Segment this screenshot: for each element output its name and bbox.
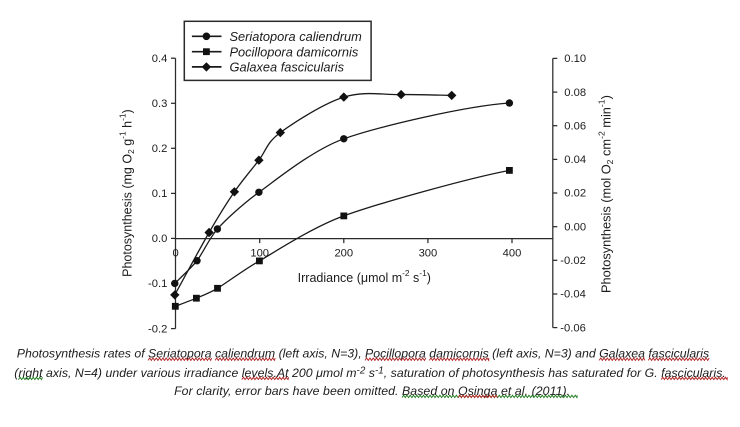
svg-text:0.08: 0.08 (564, 87, 586, 99)
svg-text:0.4: 0.4 (152, 53, 168, 65)
svg-text:0.00: 0.00 (564, 221, 586, 233)
svg-text:Photosynthesis (mg O2 g-1 h-1): Photosynthesis (mg O2 g-1 h-1) (118, 109, 137, 277)
svg-text:Photosynthesis rates of Seriat: Photosynthesis rates of Seriatopora cali… (17, 347, 709, 361)
svg-text:For clarity, error bars have b: For clarity, error bars have been omitte… (174, 384, 570, 398)
svg-text:-0.2: -0.2 (148, 323, 167, 335)
svg-text:-0.04: -0.04 (560, 289, 586, 301)
svg-text:Irradiance (μmol m-2 s-1): Irradiance (μmol m-2 s-1) (298, 268, 431, 285)
svg-text:-0.1: -0.1 (148, 278, 167, 290)
svg-text:-0.06: -0.06 (560, 322, 586, 334)
svg-text:400: 400 (503, 248, 522, 260)
svg-text:Photosynthesis (mol O2 cm-2 mi: Photosynthesis (mol O2 cm-2 min-1) (596, 95, 615, 293)
svg-text:0.10: 0.10 (564, 53, 586, 65)
svg-text:Seriatopora caliendrum: Seriatopora caliendrum (230, 29, 363, 44)
svg-text:300: 300 (419, 248, 438, 260)
svg-text:(right axis, N=4) under variou: (right axis, N=4) under various irradian… (14, 365, 726, 380)
svg-text:0.02: 0.02 (564, 188, 586, 200)
svg-text:0.2: 0.2 (152, 143, 168, 155)
svg-text:-0.02: -0.02 (560, 255, 586, 267)
svg-text:100: 100 (250, 248, 269, 260)
svg-text:Galaxea fascicularis: Galaxea fascicularis (230, 60, 345, 75)
svg-text:Pocillopora damicornis: Pocillopora damicornis (230, 44, 359, 59)
svg-text:200: 200 (334, 248, 353, 260)
svg-text:0: 0 (172, 248, 178, 260)
svg-text:0.0: 0.0 (152, 233, 168, 245)
svg-text:0.06: 0.06 (564, 120, 586, 132)
svg-text:0.1: 0.1 (152, 188, 168, 200)
svg-text:0.3: 0.3 (152, 98, 168, 110)
svg-text:0.04: 0.04 (564, 154, 586, 166)
